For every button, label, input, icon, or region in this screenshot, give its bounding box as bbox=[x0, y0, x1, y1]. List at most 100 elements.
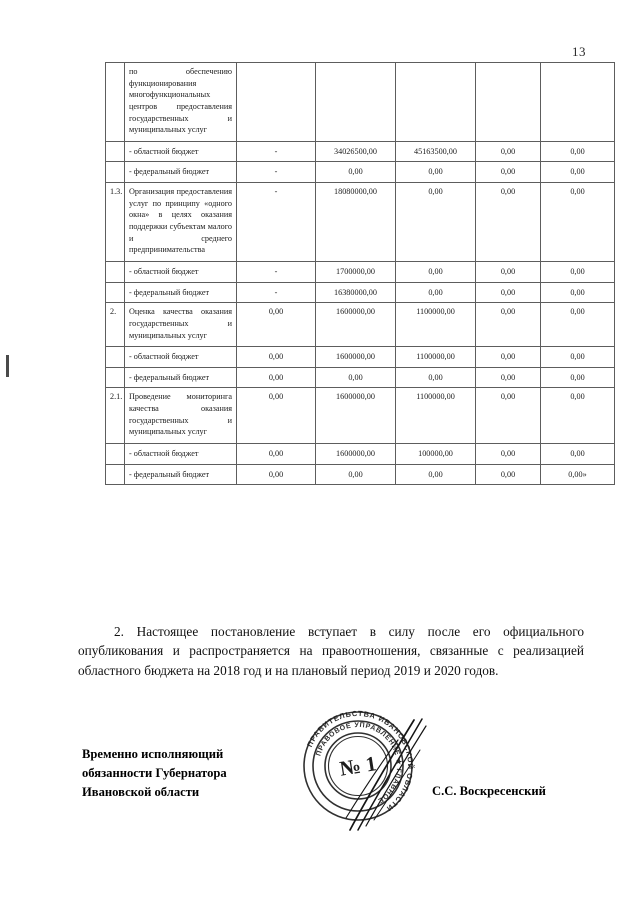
row-value-cell: 1100000,00 bbox=[395, 346, 476, 368]
row-value-cell: 16380000,00 bbox=[315, 281, 396, 304]
row-value-cell: 0,00 bbox=[236, 387, 316, 445]
row-value-cell: 0,00 bbox=[540, 161, 615, 184]
svg-text:№ 1: № 1 bbox=[338, 751, 378, 780]
row-value-cell: 0,00 bbox=[475, 161, 541, 184]
row-value-cell: 0,00 bbox=[475, 387, 541, 445]
row-value-cell: - bbox=[236, 260, 316, 283]
row-label-cell: по обеспечению функционирования многофун… bbox=[124, 62, 237, 142]
row-number-cell: 2. bbox=[105, 302, 125, 348]
row-number-cell bbox=[105, 140, 125, 163]
row-value-cell: 0,00 bbox=[315, 366, 396, 389]
table-row: 2.1. Проведение мониторинга качества оказ… bbox=[105, 387, 615, 445]
row-value-cell: - bbox=[236, 281, 316, 304]
row-label-cell: - федеральный бюджет bbox=[124, 463, 237, 486]
row-value-cell: 0,00 bbox=[540, 260, 615, 283]
row-value-cell: 1100000,00 bbox=[395, 387, 476, 445]
row-value-cell: 0,00 bbox=[395, 182, 476, 262]
row-value-cell: 0,00 bbox=[540, 281, 615, 304]
budget-table: по обеспечению функционирования многофун… bbox=[105, 62, 615, 486]
row-value-cell: 0,00 bbox=[395, 463, 476, 486]
row-value-cell: 0,00 bbox=[395, 281, 476, 304]
signatory-name: С.С. Воскресенский bbox=[432, 784, 546, 798]
svg-text:ПРАВОВОЕ УПРАВЛЕНИЕ ★ ГЛАВНОЕ: ПРАВОВОЕ УПРАВЛЕНИЕ ★ ГЛАВНОЕ bbox=[315, 722, 403, 804]
row-value-cell: 34026500,00 bbox=[315, 140, 396, 163]
table-row: - областной бюджет 0,00 1600000,00 1100000,… bbox=[105, 346, 615, 368]
row-value-cell: 0,00 bbox=[540, 302, 615, 348]
row-number-cell bbox=[105, 62, 125, 142]
row-value-cell: 0,00 bbox=[540, 366, 615, 389]
row-value-cell: 1700000,00 bbox=[315, 260, 396, 283]
row-value-cell: 0,00 bbox=[395, 260, 476, 283]
row-value-cell: 0,00 bbox=[395, 366, 476, 389]
row-value-cell: 0,00 bbox=[475, 443, 541, 465]
table-row: - областной бюджет -34026500,00 45163500,0… bbox=[105, 140, 615, 163]
row-number-cell bbox=[105, 281, 125, 304]
row-number-cell bbox=[105, 366, 125, 389]
row-label-cell: - федеральный бюджет bbox=[124, 281, 237, 304]
row-value-cell bbox=[315, 62, 396, 142]
row-value-cell: 1600000,00 bbox=[315, 302, 396, 348]
table-row: - областной бюджет -1700000,00 0,00 0,00 0,0… bbox=[105, 260, 615, 283]
signatory-title-line-1: Временно исполняющий bbox=[82, 747, 224, 761]
table-row: - федеральный бюджет 0,00 0,00 0,00 0,00 0,00 bbox=[105, 366, 615, 389]
row-value-cell: 0,00 bbox=[475, 346, 541, 368]
row-value-cell: 100000,00 bbox=[395, 443, 476, 465]
row-number-cell bbox=[105, 346, 125, 368]
row-label-cell: Оценка качества оказания государственных… bbox=[124, 302, 237, 348]
row-value-cell bbox=[395, 62, 476, 142]
row-value-cell: 0,00 bbox=[315, 463, 396, 486]
table-row: - федеральный бюджет 0,00 0,00 0,00 0,00 0,00… bbox=[105, 463, 615, 486]
scan-artifact-mark bbox=[6, 355, 9, 377]
row-value-cell bbox=[540, 62, 615, 142]
table-row: 1.3. Организация предоставления услуг по … bbox=[105, 182, 615, 262]
row-value-cell: 1600000,00 bbox=[315, 443, 396, 465]
row-number-cell bbox=[105, 463, 125, 486]
row-value-cell: 1600000,00 bbox=[315, 387, 396, 445]
row-value-cell: 18080000,00 bbox=[315, 182, 396, 262]
table-row: - федеральный бюджет -16380000,00 0,00 0,00… bbox=[105, 281, 615, 304]
page-number: 13 bbox=[572, 44, 586, 59]
row-number-cell: 2.1. bbox=[105, 387, 125, 445]
row-label-cell: - областной бюджет bbox=[124, 260, 237, 283]
official-seal-stamp: ПРАВИТЕЛЬСТВА ИВАНОВСКОЙ ОБЛАСТИ ПРАВОВО… bbox=[296, 704, 420, 828]
row-label-cell: - федеральный бюджет bbox=[124, 366, 237, 389]
table-row: - областной бюджет 0,00 1600000,00 100000,0… bbox=[105, 443, 615, 465]
signatory-title-line-3: Ивановской области bbox=[82, 784, 200, 799]
handwritten-signature bbox=[340, 700, 470, 835]
row-value-cell: 0,00 bbox=[475, 366, 541, 389]
row-label-cell: - областной бюджет bbox=[124, 443, 237, 465]
row-value-cell: 0,00 bbox=[475, 182, 541, 262]
row-value-cell: 0,00 bbox=[236, 346, 316, 368]
row-value-cell bbox=[475, 62, 541, 142]
row-value-cell: 0,00 bbox=[540, 387, 615, 445]
row-value-cell: 0,00 bbox=[236, 366, 316, 389]
row-value-cell: - bbox=[236, 182, 316, 262]
row-value-cell: 0,00 bbox=[475, 281, 541, 304]
row-value-cell: 0,00 bbox=[315, 161, 396, 184]
row-value-cell: 0,00 bbox=[395, 161, 476, 184]
row-value-cell: 0,00 bbox=[475, 260, 541, 283]
budget-table-body: по обеспечению функционирования многофун… bbox=[105, 62, 615, 486]
row-label-cell: Проведение мониторинга качества оказания… bbox=[124, 387, 237, 445]
row-value-cell: 0,00 bbox=[540, 346, 615, 368]
table-row: 2. Оценка качества оказания государственн… bbox=[105, 302, 615, 348]
row-value-cell: 45163500,00 bbox=[395, 140, 476, 163]
row-value-cell: 0,00 bbox=[475, 302, 541, 348]
row-number-cell bbox=[105, 443, 125, 465]
table-row: - федеральный бюджет -0,00 0,00 0,00 0,00 bbox=[105, 161, 615, 184]
row-label-cell: Организация предоставления услуг по прин… bbox=[124, 182, 237, 262]
signatory-title-line-2: обязанности Губернатора bbox=[82, 765, 227, 780]
row-value-cell: 0,00» bbox=[540, 463, 615, 486]
row-label-cell: - федеральный бюджет bbox=[124, 161, 237, 184]
row-label-cell: - областной бюджет bbox=[124, 346, 237, 368]
body-paragraph: 2. Настоящее постановление вступает в си… bbox=[78, 624, 584, 678]
row-value-cell bbox=[236, 62, 316, 142]
row-value-cell: - bbox=[236, 161, 316, 184]
row-value-cell: 0,00 bbox=[540, 182, 615, 262]
row-value-cell: 0,00 bbox=[475, 140, 541, 163]
row-value-cell: 0,00 bbox=[236, 443, 316, 465]
table-row: по обеспечению функционирования многофун… bbox=[105, 62, 615, 142]
row-value-cell: 1600000,00 bbox=[315, 346, 396, 368]
row-value-cell: 0,00 bbox=[475, 463, 541, 486]
row-value-cell: 0,00 bbox=[236, 463, 316, 486]
